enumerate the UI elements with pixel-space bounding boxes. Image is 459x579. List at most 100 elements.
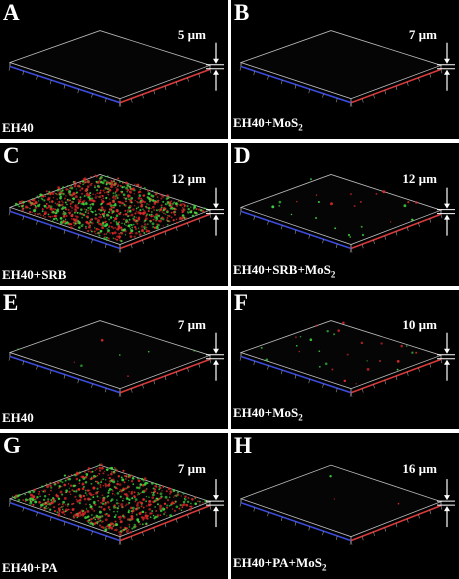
dead-cell-dot — [74, 183, 76, 186]
x-tick — [239, 356, 242, 361]
dead-cell-dot — [130, 213, 134, 217]
live-cell-dot — [29, 207, 31, 210]
live-cell-dot — [51, 220, 54, 223]
x-tick — [49, 80, 52, 85]
dead-cell-dot — [50, 489, 52, 492]
live-cell-dot — [66, 221, 70, 225]
dead-cell-dot — [106, 181, 110, 184]
dead-cell-dot — [130, 514, 134, 518]
sample-caption: EH40+SRB — [2, 268, 66, 282]
dead-cell-dot — [125, 503, 128, 506]
dead-cell-dot — [56, 481, 60, 484]
live-cell-dot — [119, 490, 121, 493]
live-cell-dot — [299, 336, 302, 338]
dead-cell-dot — [100, 506, 103, 509]
live-cell-dot — [128, 185, 132, 188]
dead-cell-dot — [65, 195, 67, 197]
caption-main: EH40 — [2, 410, 34, 425]
dead-cell-dot — [191, 498, 194, 501]
live-cell-dot — [152, 514, 155, 517]
dead-cell-dot — [113, 179, 115, 181]
dead-cell-dot — [34, 498, 37, 501]
dead-cell-dot — [80, 212, 84, 216]
dead-cell-dot — [92, 486, 96, 490]
dead-cell-dot — [120, 503, 124, 507]
live-cell-dot — [55, 217, 58, 220]
dead-cell-dot — [101, 195, 104, 197]
dead-cell-dot — [54, 211, 57, 214]
live-cell-dot — [116, 222, 120, 226]
live-cell-dot — [172, 488, 176, 492]
dead-cell-dot — [138, 512, 142, 515]
dead-cell-dot — [30, 493, 33, 497]
dead-cell-dot — [73, 184, 77, 188]
dead-cell-dot — [81, 482, 85, 486]
y-tick — [130, 244, 133, 249]
dead-cell-dot — [32, 199, 34, 201]
dead-cell-dot — [129, 235, 133, 238]
live-cell-dot — [66, 203, 68, 206]
thickness-label: 7 µm — [177, 461, 206, 476]
dead-cell-dot — [58, 487, 60, 489]
dead-cell-dot — [102, 197, 105, 200]
live-cell-dot — [119, 205, 121, 207]
live-cell-dot — [122, 193, 126, 197]
dead-cell-dot — [157, 199, 160, 202]
confocal-3d-view — [239, 174, 455, 253]
x-tick — [104, 98, 107, 103]
y-tick — [440, 69, 443, 74]
dead-cell-dot — [92, 193, 94, 195]
dead-cell-dot — [116, 482, 119, 486]
live-cell-dot — [80, 203, 82, 205]
confocal-3d-view — [239, 320, 455, 397]
dead-cell-dot — [69, 186, 72, 189]
dead-cell-dot — [71, 207, 73, 209]
dead-cell-dot — [140, 197, 142, 200]
live-cell-dot — [56, 219, 59, 221]
live-cell-dot — [159, 492, 163, 496]
x-tick — [36, 220, 38, 225]
dead-cell-dot — [137, 211, 140, 214]
dead-cell-dot — [174, 213, 176, 216]
live-cell-dot — [115, 514, 117, 516]
live-cell-dot — [14, 202, 18, 206]
dead-cell-dot — [75, 220, 78, 223]
dead-cell-dot — [94, 469, 96, 471]
live-cell-dot — [95, 188, 99, 192]
dead-cell-dot — [81, 487, 85, 491]
y-tick — [198, 363, 201, 368]
live-cell-dot — [119, 354, 121, 356]
dead-cell-dot — [366, 367, 370, 371]
live-cell-dot — [98, 177, 102, 180]
dead-cell-dot — [51, 501, 55, 504]
dead-cell-dot — [97, 222, 101, 225]
live-cell-dot — [156, 503, 160, 506]
live-cell-dot — [147, 192, 151, 196]
dead-cell-dot — [49, 207, 53, 211]
dead-cell-dot — [59, 506, 62, 509]
dead-cell-dot — [154, 214, 157, 216]
live-cell-dot — [86, 494, 88, 496]
dead-cell-dot — [120, 191, 123, 194]
dead-cell-dot — [296, 200, 298, 203]
live-cell-dot — [101, 502, 105, 505]
panel-f: F 10 µm EH40+MoS2 — [231, 290, 459, 429]
y-axis — [119, 213, 211, 250]
dead-cell-dot — [150, 215, 153, 218]
live-cell-dot — [103, 215, 105, 218]
x-tick — [322, 531, 324, 536]
dead-cell-dot — [173, 496, 175, 498]
dead-cell-dot — [37, 213, 39, 216]
live-cell-dot — [28, 490, 32, 494]
live-cell-dot — [98, 515, 102, 519]
live-cell-dot — [166, 200, 170, 204]
y-tick — [395, 231, 398, 236]
dead-cell-dot — [71, 210, 73, 212]
dead-cell-dot — [89, 477, 93, 481]
dead-cell-dot — [173, 509, 177, 513]
panel-letter: F — [234, 290, 249, 315]
dead-cell-dot — [104, 518, 108, 522]
dead-cell-dot — [45, 202, 48, 205]
dead-cell-dot — [81, 475, 85, 479]
live-cell-dot — [39, 193, 43, 197]
